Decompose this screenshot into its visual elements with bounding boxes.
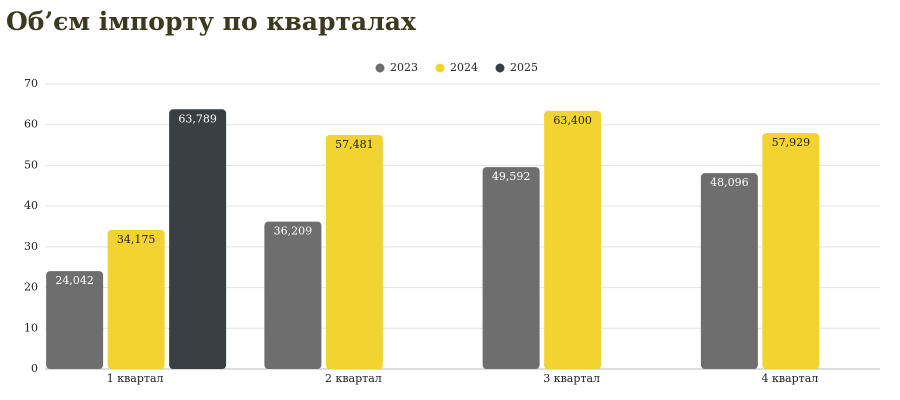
x-tick-label: 2 квартал xyxy=(325,372,382,385)
legend-marker xyxy=(495,63,505,73)
bar xyxy=(762,133,820,369)
y-tick-label: 70 xyxy=(24,77,38,90)
y-tick-label: 60 xyxy=(24,118,38,131)
bar xyxy=(107,229,165,369)
chart-title: Об’єм імпорту по кварталах xyxy=(6,7,417,36)
value-label: 48,096 xyxy=(710,176,749,189)
value-label: 57,929 xyxy=(772,136,811,149)
legend-label: 2024 xyxy=(450,61,478,74)
bar xyxy=(482,167,540,369)
x-tick-label: 4 квартал xyxy=(761,372,818,385)
legend-marker xyxy=(435,63,445,73)
value-label: 49,592 xyxy=(492,170,531,183)
bar xyxy=(46,271,104,369)
bar xyxy=(700,173,758,369)
value-label: 24,042 xyxy=(55,274,94,287)
x-tick-label: 3 квартал xyxy=(543,372,600,385)
y-tick-label: 50 xyxy=(24,158,38,171)
legend-label: 2025 xyxy=(510,61,538,74)
y-tick-label: 0 xyxy=(31,362,38,375)
y-tick-label: 30 xyxy=(24,240,38,253)
legend-marker xyxy=(375,63,385,73)
legend-label: 2023 xyxy=(390,61,418,74)
value-label: 34,175 xyxy=(117,233,156,246)
bar xyxy=(169,109,227,369)
bar xyxy=(264,221,322,369)
y-tick-label: 40 xyxy=(24,199,38,212)
value-label: 36,209 xyxy=(274,225,313,238)
value-label: 63,400 xyxy=(553,114,592,127)
bar xyxy=(325,134,383,369)
x-tick-label: 1 квартал xyxy=(107,372,164,385)
y-tick-label: 10 xyxy=(24,321,38,334)
value-label: 57,481 xyxy=(335,138,374,151)
bar xyxy=(544,110,602,369)
y-tick-label: 20 xyxy=(24,281,38,294)
value-label: 63,789 xyxy=(178,112,217,125)
